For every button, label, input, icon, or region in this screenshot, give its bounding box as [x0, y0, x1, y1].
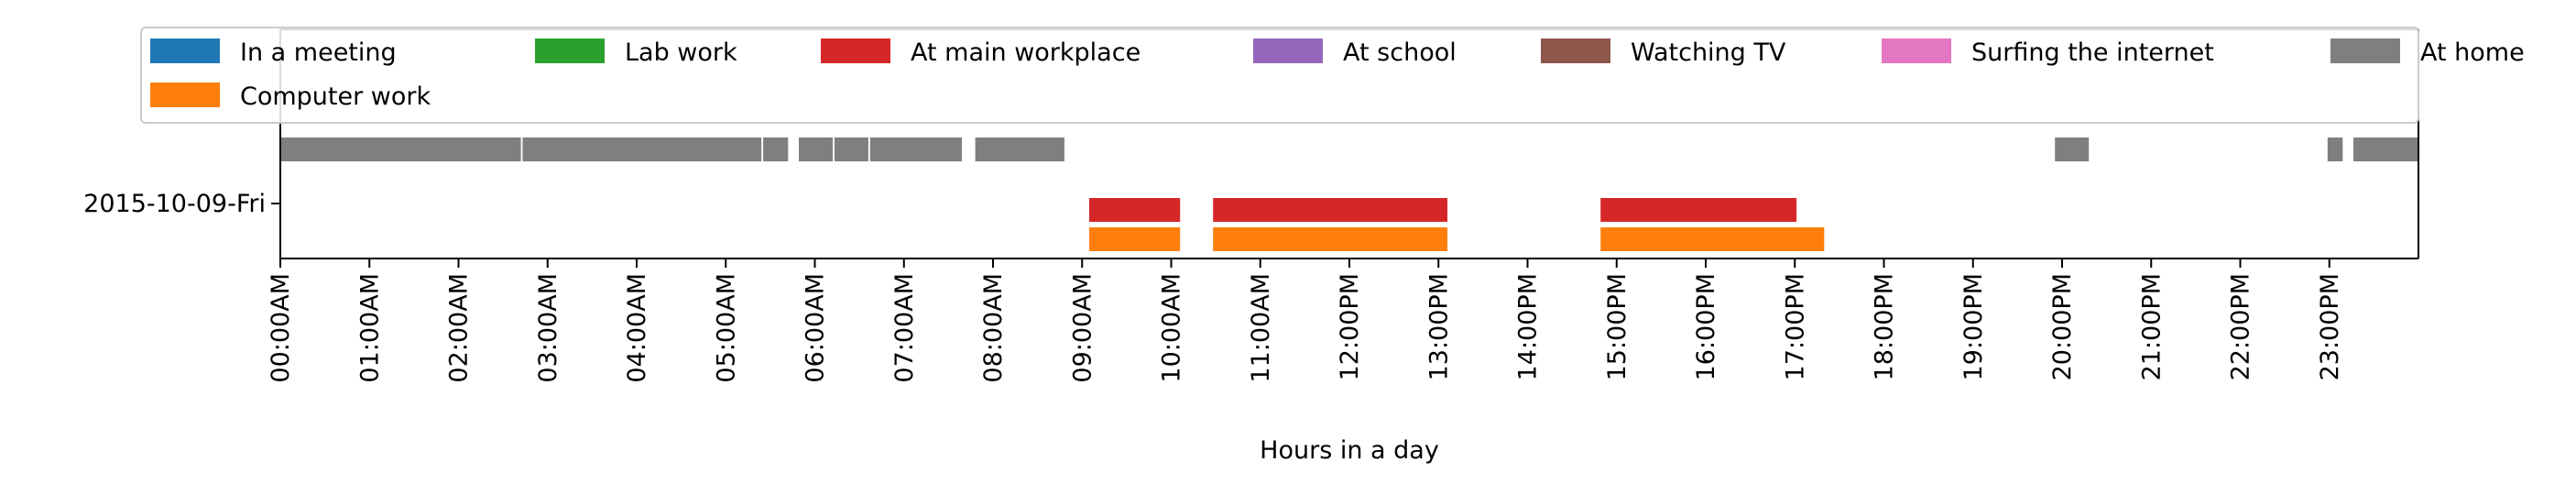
bar-segment — [280, 138, 521, 161]
x-tick-label: 16:00PM — [1692, 273, 1720, 380]
legend-item: Lab work — [535, 38, 737, 67]
legend-label: At school — [1343, 38, 1457, 67]
x-tick-label: 14:00PM — [1514, 273, 1543, 380]
legend-item: Watching TV — [1541, 38, 1786, 67]
bar-segment — [1089, 198, 1181, 222]
legend-item: Computer work — [150, 82, 431, 111]
x-tick-label: 05:00AM — [712, 273, 740, 383]
bar-segment — [975, 138, 1064, 161]
legend: In a meeting Lab work At main workplace At … — [140, 27, 2525, 124]
legend-item: At school — [1253, 38, 1457, 67]
bar-segment — [763, 138, 789, 161]
legend-swatch — [821, 38, 890, 63]
legend-item: At home — [2330, 38, 2525, 67]
x-tick-label: 18:00PM — [1871, 273, 1899, 380]
y-tick-label: 2015-10-09-Fri — [83, 190, 266, 218]
legend-label: At home — [2420, 38, 2525, 67]
x-tick-label: 19:00PM — [1959, 273, 1988, 380]
bar-segment — [1600, 198, 1797, 222]
legend-label: Surfing the internet — [1971, 38, 2214, 67]
legend-label: Watching TV — [1631, 38, 1786, 67]
x-tick-label: 01:00AM — [355, 273, 384, 383]
bar-segment — [2055, 138, 2090, 161]
legend-swatch — [150, 38, 220, 63]
x-axis-title: Hours in a day — [1260, 436, 1439, 465]
series-at-main-workplace — [1089, 198, 1797, 222]
bar-segment — [1213, 227, 1447, 251]
legend-label: In a meeting — [240, 38, 397, 67]
bar-segment — [834, 138, 868, 161]
legend-swatch — [2330, 38, 2400, 63]
legend-item: Surfing the internet — [1882, 38, 2214, 67]
legend-label: At main workplace — [911, 38, 1141, 67]
x-tick-label: 02:00AM — [445, 273, 474, 383]
x-tick-label: 23:00PM — [2316, 273, 2344, 380]
x-tick-label: 17:00PM — [1781, 273, 1809, 380]
x-tick-label: 09:00AM — [1068, 273, 1097, 383]
y-axis: 2015-10-09-Fri — [83, 190, 280, 218]
legend-swatch — [535, 38, 605, 63]
x-tick-label: 10:00AM — [1158, 273, 1186, 383]
series-at-home — [280, 138, 2418, 161]
legend-swatch — [1541, 38, 1610, 63]
x-tick-label: 12:00PM — [1336, 273, 1364, 380]
x-tick-label: 07:00AM — [890, 273, 919, 383]
x-axis: 00:00AM 01:00AM 02:00AM 03:00AM 04:00AM 05:00… — [267, 258, 2344, 383]
x-tick-label: 00:00AM — [267, 273, 295, 383]
bar-segment — [869, 138, 962, 161]
x-tick-label: 11:00AM — [1247, 273, 1275, 383]
x-tick-label: 06:00AM — [802, 273, 830, 383]
x-tick-label: 03:00AM — [534, 273, 562, 383]
legend-swatch — [1253, 38, 1323, 63]
x-tick-label: 21:00PM — [2137, 273, 2166, 380]
legend-label: Lab work — [625, 38, 737, 67]
legend-item: In a meeting — [150, 38, 397, 67]
bar-segment — [1600, 227, 1825, 251]
bar-segment — [1089, 227, 1181, 251]
legend-label: Computer work — [240, 82, 431, 111]
x-tick-label: 20:00PM — [2048, 273, 2077, 380]
bar-segment — [2327, 138, 2343, 161]
x-tick-label: 22:00PM — [2227, 273, 2255, 380]
x-tick-label: 13:00PM — [1424, 273, 1453, 380]
series-computer-work — [1089, 227, 1825, 251]
bar-segment — [2353, 138, 2418, 161]
bar-segment — [1213, 198, 1447, 222]
bar-segment — [799, 138, 833, 161]
x-tick-label: 15:00PM — [1603, 273, 1632, 380]
legend-swatch — [1882, 38, 1951, 63]
x-tick-label: 08:00AM — [979, 273, 1008, 383]
x-tick-label: 04:00AM — [623, 273, 651, 383]
legend-box — [140, 27, 2419, 124]
bar-segment — [522, 138, 762, 161]
legend-swatch — [150, 82, 220, 107]
legend-item: At main workplace — [821, 38, 1141, 67]
